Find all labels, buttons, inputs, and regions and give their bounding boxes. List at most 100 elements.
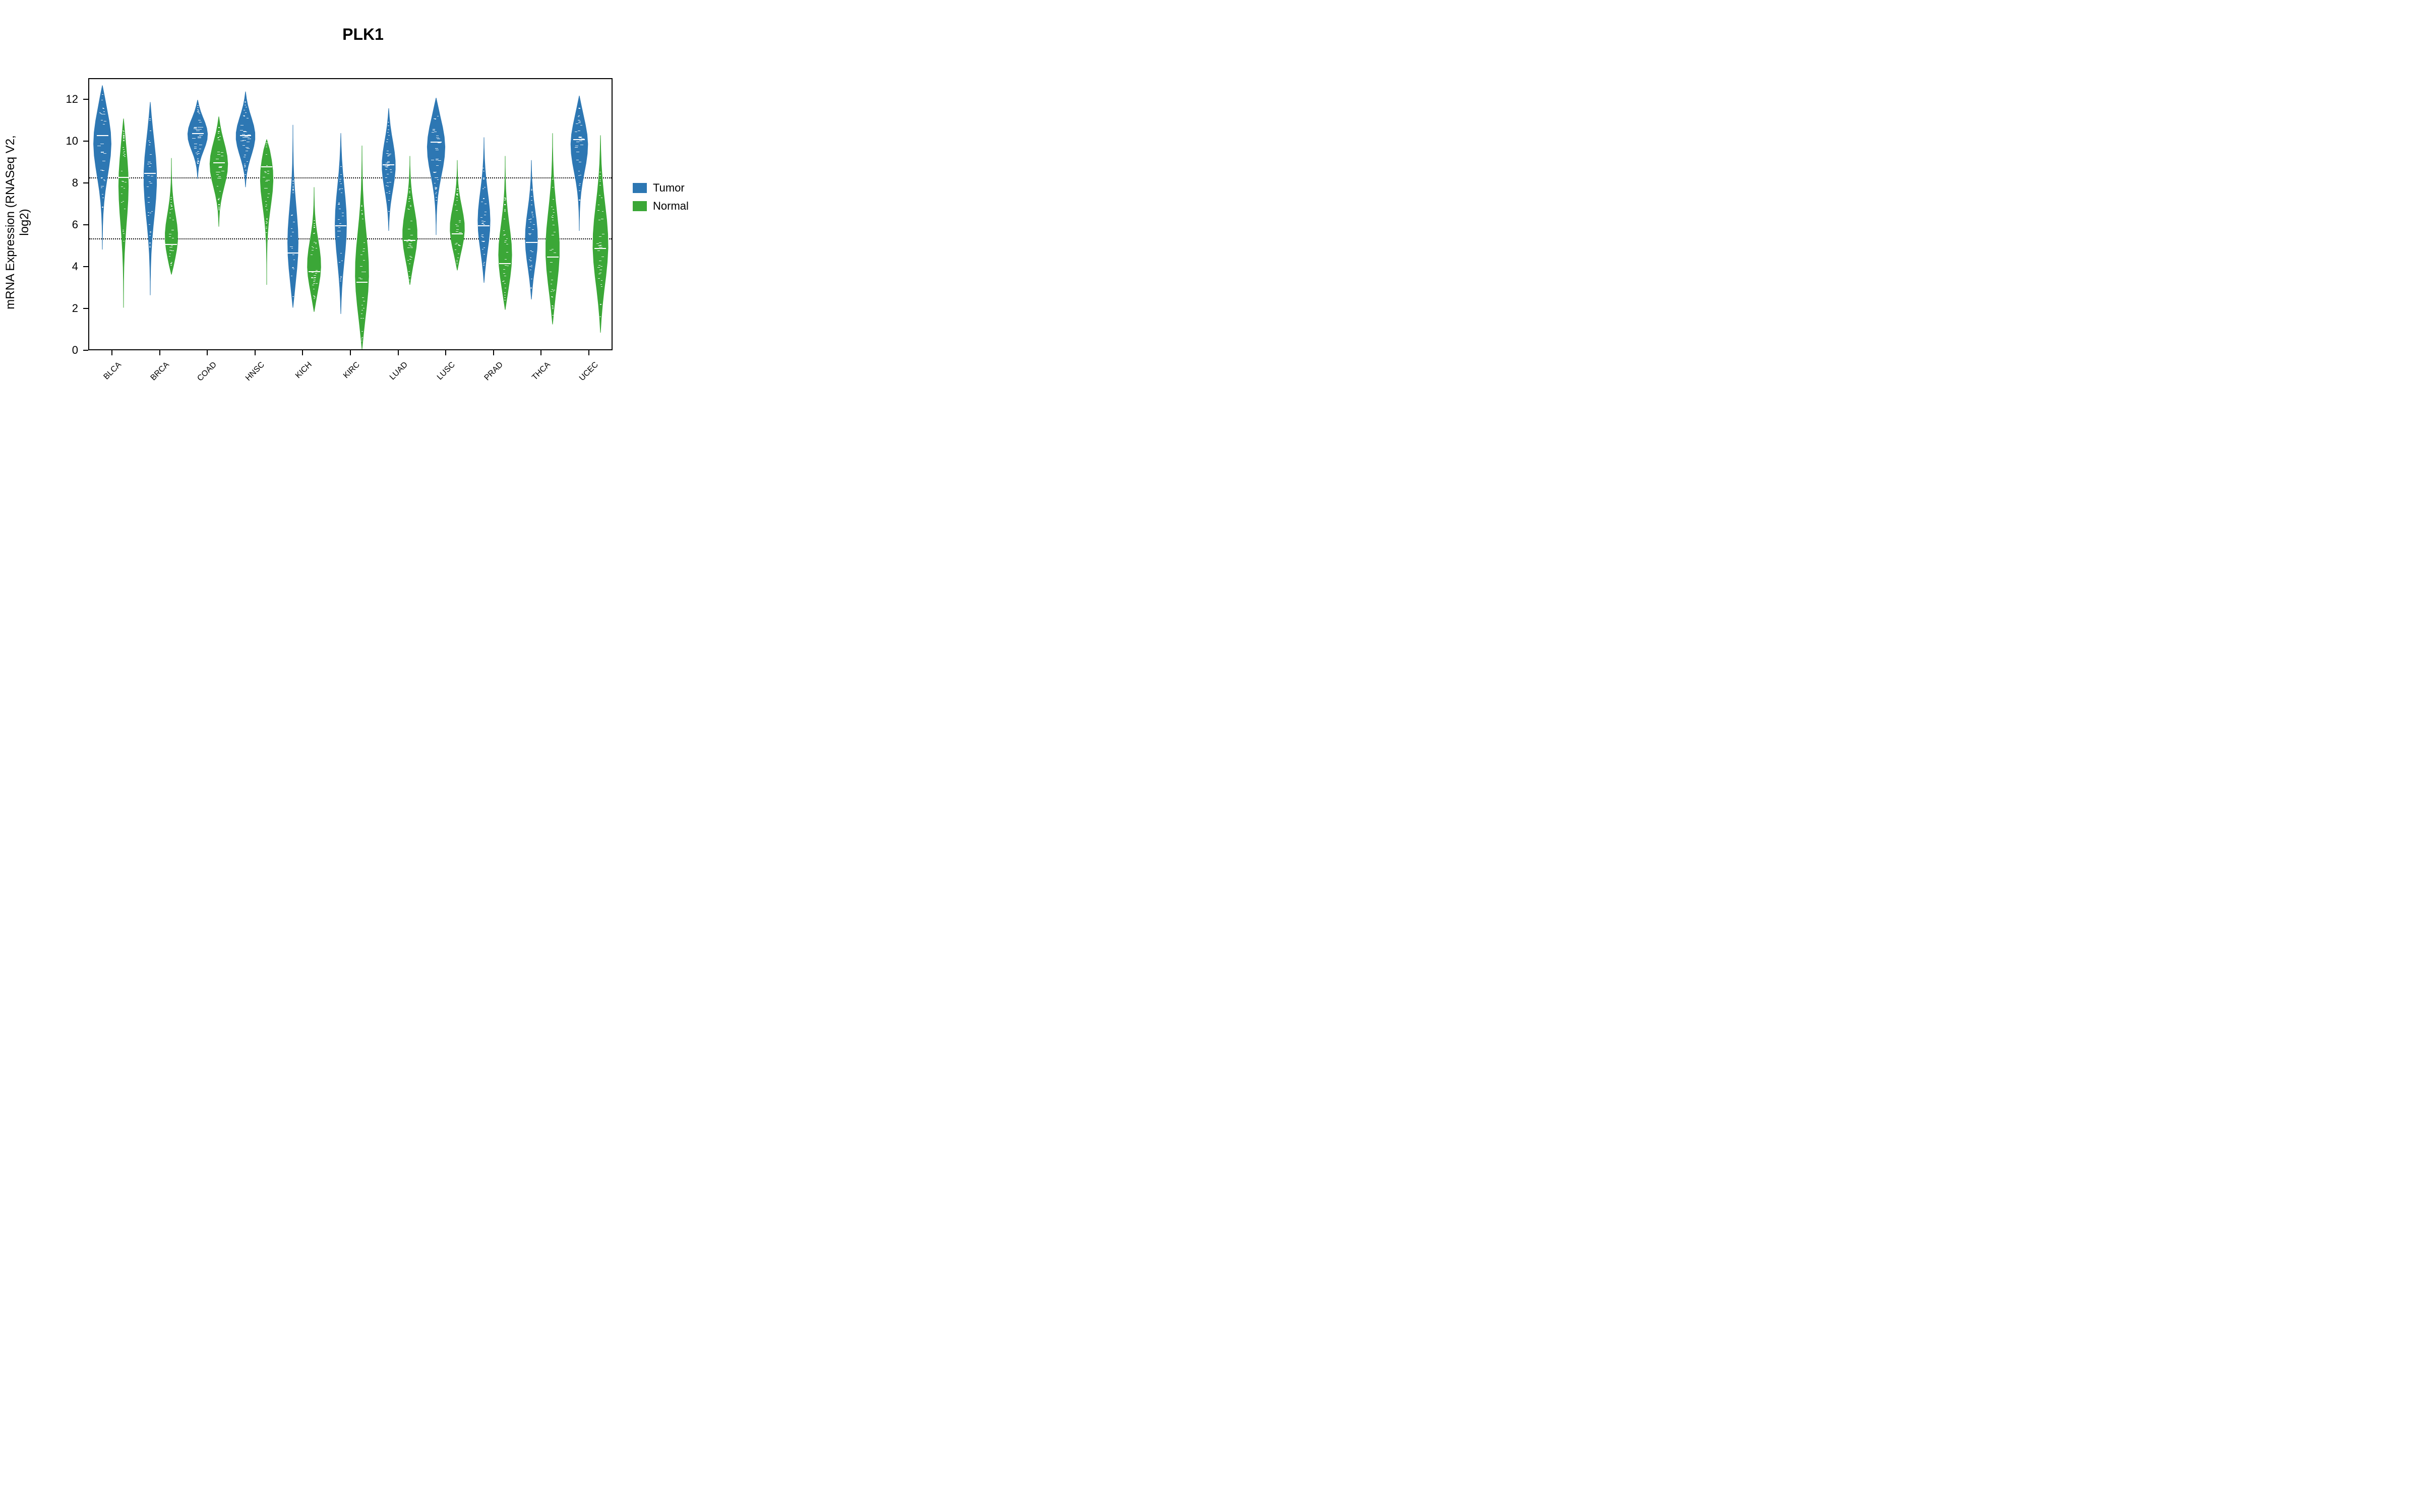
violin-median bbox=[97, 135, 108, 136]
jitter-tick bbox=[245, 136, 248, 137]
violin-pair bbox=[522, 79, 562, 349]
jitter-tick bbox=[504, 209, 506, 210]
jitter-tick bbox=[504, 297, 506, 298]
violin bbox=[543, 79, 562, 349]
jitter-tick bbox=[409, 276, 410, 277]
jitter-tick bbox=[266, 218, 268, 219]
violin bbox=[591, 79, 610, 349]
violin-pair bbox=[379, 79, 419, 349]
jitter-tick bbox=[151, 211, 153, 212]
y-tick bbox=[83, 224, 88, 225]
jitter-tick bbox=[390, 169, 392, 170]
jitter-tick bbox=[531, 242, 533, 243]
jitter-tick bbox=[246, 147, 249, 148]
jitter-tick bbox=[292, 183, 294, 184]
jitter-tick bbox=[245, 174, 246, 175]
jitter-tick bbox=[387, 161, 390, 162]
jitter-tick bbox=[150, 232, 151, 233]
jitter-tick bbox=[552, 215, 554, 216]
legend-swatch bbox=[633, 183, 647, 193]
jitter-tick bbox=[266, 232, 267, 233]
x-tick bbox=[398, 350, 399, 355]
jitter-tick bbox=[361, 337, 363, 338]
jitter-tick bbox=[480, 217, 482, 218]
jitter-tick bbox=[313, 233, 315, 234]
jitter-tick bbox=[102, 170, 104, 171]
jitter-tick bbox=[597, 250, 600, 251]
jitter-tick bbox=[579, 139, 582, 140]
jitter-tick bbox=[124, 156, 126, 157]
jitter-tick bbox=[504, 211, 506, 212]
jitter-tick bbox=[599, 195, 600, 196]
jitter-tick bbox=[314, 220, 315, 221]
chart-title: PLK1 bbox=[0, 25, 726, 44]
y-axis-label: mRNA Expression (RNASeq V2, log2) bbox=[4, 121, 32, 323]
jitter-tick bbox=[410, 259, 411, 260]
jitter-tick bbox=[198, 110, 199, 111]
jitter-tick bbox=[531, 189, 532, 190]
jitter-tick bbox=[409, 256, 411, 257]
violin bbox=[236, 79, 255, 349]
jitter-tick bbox=[312, 246, 313, 247]
jitter-tick bbox=[123, 231, 124, 232]
jitter-tick bbox=[530, 287, 532, 288]
jitter-tick bbox=[170, 197, 172, 198]
jitter-tick bbox=[433, 130, 435, 131]
jitter-tick bbox=[171, 206, 172, 207]
jitter-tick bbox=[385, 169, 388, 170]
jitter-tick bbox=[245, 112, 247, 113]
jitter-tick bbox=[124, 154, 126, 155]
jitter-tick bbox=[362, 297, 364, 298]
jitter-tick bbox=[531, 190, 532, 191]
jitter-tick bbox=[149, 181, 151, 182]
jitter-tick bbox=[505, 240, 507, 241]
violin bbox=[427, 79, 446, 349]
violin-median bbox=[118, 177, 130, 178]
jitter-tick bbox=[504, 200, 506, 201]
jitter-tick bbox=[579, 108, 580, 109]
jitter-tick bbox=[578, 175, 580, 176]
jitter-tick bbox=[597, 267, 600, 268]
jitter-tick bbox=[104, 180, 105, 181]
violin-median bbox=[192, 133, 204, 134]
jitter-tick bbox=[314, 298, 315, 299]
x-tick-label: PRAD bbox=[459, 360, 505, 406]
jitter-tick bbox=[530, 288, 532, 289]
jitter-tick bbox=[361, 214, 363, 215]
jitter-tick bbox=[314, 227, 315, 228]
jitter-tick bbox=[389, 191, 390, 192]
jitter-tick bbox=[149, 142, 151, 143]
jitter-tick bbox=[313, 295, 315, 296]
violin bbox=[209, 79, 228, 349]
jitter-tick bbox=[148, 197, 150, 198]
jitter-tick bbox=[364, 242, 365, 243]
jitter-tick bbox=[314, 225, 315, 226]
violin-median bbox=[356, 282, 368, 283]
jitter-tick bbox=[529, 234, 531, 235]
jitter-tick bbox=[194, 148, 197, 149]
jitter-tick bbox=[340, 166, 342, 167]
jitter-tick bbox=[506, 238, 508, 239]
x-tick-label: THCA bbox=[507, 360, 553, 406]
jitter-tick bbox=[218, 176, 221, 177]
jitter-tick bbox=[599, 175, 601, 176]
violin-median bbox=[547, 257, 559, 258]
jitter-tick bbox=[103, 153, 106, 154]
jitter-tick bbox=[552, 308, 554, 309]
jitter-tick bbox=[552, 315, 554, 316]
jitter-tick bbox=[341, 188, 343, 189]
x-tick bbox=[111, 350, 112, 355]
jitter-tick bbox=[337, 236, 339, 237]
jitter-tick bbox=[438, 160, 441, 161]
jitter-tick bbox=[102, 194, 103, 195]
jitter-tick bbox=[169, 236, 171, 237]
jitter-tick bbox=[459, 245, 461, 246]
jitter-tick bbox=[533, 224, 535, 225]
jitter-tick bbox=[266, 223, 267, 224]
jitter-tick bbox=[150, 231, 151, 232]
y-tick-label: 10 bbox=[58, 135, 78, 148]
jitter-tick bbox=[338, 219, 340, 220]
jitter-tick bbox=[150, 154, 152, 155]
jitter-tick bbox=[389, 193, 390, 194]
jitter-tick bbox=[221, 152, 223, 153]
